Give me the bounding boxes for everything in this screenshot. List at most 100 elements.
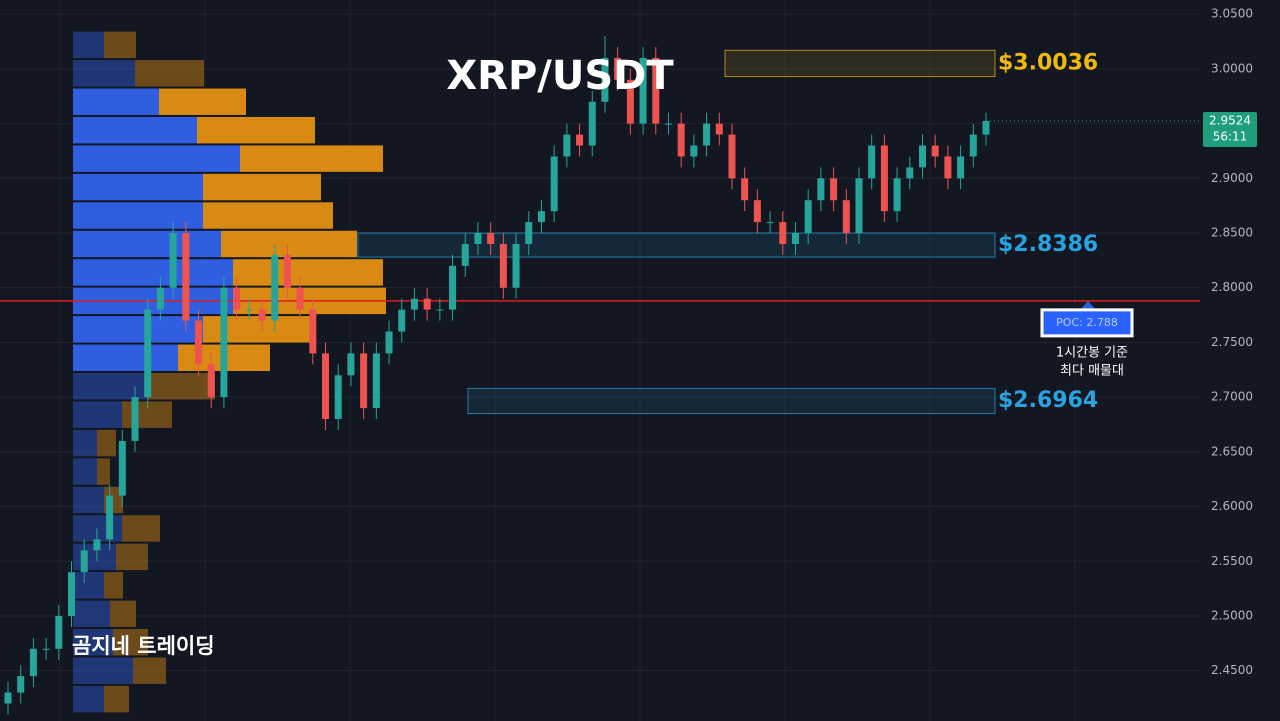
profile-buy-bar	[73, 60, 135, 87]
y-tick-label: 2.6000	[1211, 499, 1253, 513]
profile-buy-bar	[73, 202, 203, 229]
candle-body	[372, 353, 380, 409]
profile-sell-bar	[122, 401, 172, 428]
profile-sell-bar	[240, 145, 383, 172]
poc-box	[1040, 308, 1134, 338]
candle-body	[690, 145, 698, 157]
candle-body	[233, 287, 241, 310]
candle-body	[880, 145, 888, 212]
y-tick-label: 2.5500	[1211, 554, 1253, 568]
overlay-layer: XRP/USDT 곰지네 트레이딩 1시간봉 기준 최다 매물대 POC: 2.…	[72, 53, 1257, 658]
candle-body	[245, 309, 253, 311]
profile-buy-bar	[73, 657, 133, 684]
profile-sell-bar	[203, 316, 313, 343]
candle-body	[918, 145, 926, 168]
profile-buy-bar	[73, 173, 203, 201]
profile-sell-bar	[197, 116, 315, 144]
profile-sell-bar	[133, 657, 166, 684]
zone-label: $2.6964	[998, 388, 1098, 413]
candle-body	[957, 156, 965, 179]
last-price-box	[1203, 112, 1257, 148]
zone-box	[724, 49, 996, 78]
y-tick-label: 2.8000	[1211, 280, 1253, 294]
y-tick-label: 2.7500	[1211, 335, 1253, 349]
profile-sell-bar	[203, 173, 321, 201]
candle-body	[766, 222, 774, 224]
candle-body	[309, 309, 317, 354]
chart-title: XRP/USDT	[446, 53, 674, 99]
candle-body	[741, 178, 749, 201]
candle-body	[576, 134, 584, 146]
profile-buy-bar	[73, 316, 203, 343]
profile-buy-bar	[73, 259, 233, 286]
candle-body	[779, 222, 787, 244]
candle-body	[677, 123, 685, 157]
candle-body	[703, 123, 711, 146]
profile-buy-bar	[73, 116, 197, 144]
profile-buy-bar	[73, 600, 110, 628]
profile-buy-bar	[73, 344, 178, 371]
candle-body	[347, 353, 355, 376]
candle-body	[283, 254, 291, 288]
volume-profile	[73, 31, 386, 713]
candle-body	[842, 200, 850, 234]
profile-buy-bar	[73, 629, 113, 656]
candle-body	[322, 353, 330, 420]
candle-body	[728, 134, 736, 179]
candle-body	[169, 233, 177, 288]
candle-body	[385, 331, 393, 354]
candle-body	[817, 178, 825, 201]
candle-body	[195, 320, 203, 365]
profile-sell-bar	[135, 60, 204, 87]
zone-box	[357, 232, 996, 258]
candle-body	[296, 287, 304, 310]
profile-sell-bar	[147, 372, 215, 400]
candle-body	[360, 353, 368, 409]
profile-sell-bar	[122, 515, 160, 542]
profile-sell-bar	[116, 543, 148, 571]
profile-buy-bar	[73, 401, 122, 428]
annotation: 1시간봉 기준	[1056, 346, 1128, 361]
candle-body	[271, 254, 279, 321]
y-tick-label: 3.0500	[1211, 7, 1253, 21]
y-tick-label: 2.6500	[1211, 444, 1253, 458]
y-tick-label: 2.8500	[1211, 226, 1253, 240]
candles-layer	[4, 36, 990, 715]
candle-body	[563, 134, 571, 157]
profile-sell-bar	[203, 202, 333, 229]
y-tick-label: 3.0000	[1211, 61, 1253, 75]
candle-body	[29, 648, 37, 677]
poc-pointer	[1081, 300, 1095, 309]
annotation: 최다 매물대	[1060, 364, 1124, 379]
candle-body	[906, 167, 914, 179]
candle-body	[461, 243, 469, 266]
candle-body	[855, 178, 863, 234]
profile-sell-bar	[104, 31, 136, 59]
candle-body	[664, 123, 672, 125]
profile-buy-bar	[73, 515, 122, 542]
candle-body	[93, 539, 101, 551]
candle-body	[410, 298, 418, 310]
zone-label: $2.8386	[998, 232, 1098, 257]
y-tick-label: 2.4500	[1211, 663, 1253, 677]
candle-body	[982, 121, 990, 135]
profile-buy-bar	[73, 685, 104, 713]
profile-buy-bar	[73, 88, 159, 115]
candle-body	[525, 222, 533, 244]
profile-buy-bar	[73, 486, 104, 514]
candle-body	[436, 309, 444, 311]
profile-sell-bar	[221, 230, 357, 258]
candle-body	[118, 440, 126, 496]
candle-body	[487, 233, 495, 244]
profile-sell-bar	[104, 685, 129, 713]
candle-body	[398, 309, 406, 332]
candle-body	[944, 156, 952, 179]
candle-body	[42, 648, 50, 650]
candle-body	[588, 101, 596, 146]
profile-sell-bar	[97, 429, 116, 457]
profile-buy-bar	[73, 31, 104, 59]
candle-body	[830, 178, 838, 201]
candle-body	[639, 57, 647, 124]
candle-body	[537, 211, 545, 223]
